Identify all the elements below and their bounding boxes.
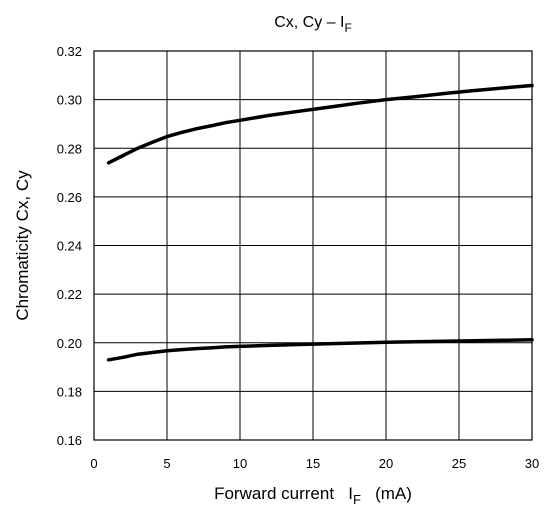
y-axis-title: Chromaticity Cx, Cy [13, 170, 32, 321]
y-tick-label: 0.30 [57, 93, 82, 108]
grid [94, 51, 532, 440]
x-tick-label: 15 [306, 456, 320, 471]
chart-title-subscript: F [344, 21, 351, 35]
y-tick-label: 0.24 [57, 239, 82, 254]
x-tick-label: 10 [233, 456, 247, 471]
x-tick-label: 0 [90, 456, 97, 471]
x-tick-label: 30 [525, 456, 539, 471]
y-tick-label: 0.20 [57, 336, 82, 351]
chart-title: Cx, Cy – IF [274, 14, 352, 35]
chart-title-main: Cx, Cy – I [274, 14, 344, 31]
plot-frame [93, 50, 533, 441]
y-tick-label: 0.26 [57, 190, 82, 205]
x-tick-label: 25 [452, 456, 466, 471]
x-axis-title-subscript: F [353, 492, 361, 506]
x-tick-labels: 0 5 10 15 20 25 30 [90, 456, 539, 471]
series-line-1 [106, 83, 534, 165]
series-group [106, 83, 534, 362]
x-axis-title-unit: (mA) [361, 484, 412, 503]
y-tick-labels: 0.16 0.18 0.20 0.22 0.24 0.26 0.28 0.30 0.32 [57, 44, 82, 448]
y-tick-label: 0.22 [57, 287, 82, 302]
y-tick-label: 0.18 [57, 384, 82, 399]
y-tick-label: 0.28 [57, 141, 82, 156]
series-line-2 [106, 338, 534, 362]
y-tick-label: 0.16 [57, 433, 82, 448]
y-tick-label: 0.32 [57, 44, 82, 59]
x-tick-label: 20 [379, 456, 393, 471]
x-tick-label: 5 [163, 456, 170, 471]
x-axis-title-main: Forward current I [214, 484, 353, 503]
x-axis-title: Forward current IF (mA) [214, 484, 412, 506]
